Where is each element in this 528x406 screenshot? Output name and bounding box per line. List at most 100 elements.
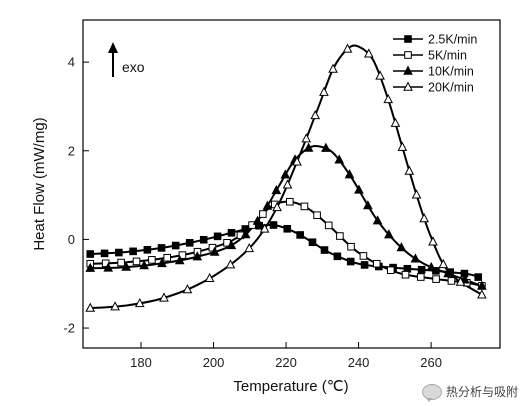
series-3-marker [455, 276, 466, 286]
legend-marker-2 [403, 65, 413, 75]
y-axis-ticks: -2 0 2 4 [63, 55, 89, 336]
series-0-marker [320, 246, 329, 254]
y-tick-label: -2 [63, 321, 75, 336]
series-1-marker [336, 232, 344, 240]
series-0-marker [308, 238, 317, 247]
x-tick-label: 240 [348, 355, 370, 370]
series-1-marker [359, 252, 368, 260]
series-3-marker [110, 301, 120, 311]
series-2-marker [303, 142, 314, 152]
series-2-marker [443, 268, 453, 278]
series-2-marker [139, 260, 149, 270]
series-2-marker [477, 280, 487, 290]
series-3-marker [134, 297, 145, 308]
series-2-marker [384, 229, 394, 239]
legend-label-3: 20K/min [428, 81, 474, 95]
series-0-marker [86, 250, 95, 258]
series-2-marker [240, 229, 251, 239]
series-2-marker [271, 184, 282, 195]
series-3-marker [375, 70, 385, 80]
series-1-marker [401, 270, 410, 279]
legend-label-0: 2.5K/min [428, 33, 477, 47]
watermark: 热分析与吸附 [421, 383, 518, 402]
series-0-marker [269, 221, 278, 229]
series-3-marker [85, 302, 96, 312]
x-tick-label: 220 [275, 355, 297, 370]
series-3-marker [383, 93, 394, 104]
series-2-marker [121, 261, 132, 271]
series-1-marker [259, 210, 267, 218]
series-1-marker [101, 259, 110, 268]
series-2-marker [334, 154, 345, 164]
series-2-marker [209, 246, 220, 256]
watermark-text: 热分析与吸附 [445, 385, 518, 399]
series-3-marker [477, 289, 487, 299]
series-3-marker [259, 223, 270, 233]
legend-marker-0 [404, 35, 412, 43]
series-1-marker [372, 259, 381, 268]
series-2-marker [174, 255, 185, 265]
x-tick-label: 180 [130, 355, 152, 370]
series-0-marker [417, 265, 426, 274]
series-2-marker [354, 184, 364, 194]
legend-marker-1 [404, 51, 412, 59]
y-tick-label: 2 [68, 143, 75, 158]
series-3-marker [282, 179, 293, 189]
series-3-marker [272, 201, 282, 212]
series-3-marker [328, 63, 338, 73]
x-tick-label: 200 [203, 355, 225, 370]
plot-frame [82, 19, 501, 349]
series-0-marker [283, 224, 292, 233]
legend-label-2: 10K/min [428, 65, 474, 79]
series-2-marker [410, 253, 421, 263]
series-1-marker [300, 202, 309, 211]
series-1-marker [347, 242, 355, 251]
series-0-marker [157, 244, 166, 252]
series-2-marker [103, 262, 114, 272]
legend-label-1: 5K/min [428, 49, 467, 63]
series-2-marker [280, 169, 291, 179]
series-0-marker [185, 239, 194, 247]
series-0-marker [296, 231, 304, 239]
series-3-marker [411, 189, 422, 199]
series-1-marker [132, 257, 141, 266]
series-1-marker [416, 273, 425, 281]
exo-arrow-head-icon [108, 42, 118, 53]
y-tick-label: 4 [68, 55, 75, 70]
y-tick-label: 0 [68, 232, 75, 247]
series-1-marker [178, 251, 187, 259]
series-3-marker [292, 156, 302, 166]
exo-label: exo [122, 59, 145, 75]
series-3-marker [363, 48, 374, 58]
series-2-marker [363, 200, 373, 210]
series-0-marker [129, 247, 137, 256]
series-3-marker [419, 213, 429, 223]
series-1-marker [324, 221, 333, 230]
series-0-marker [474, 273, 483, 281]
series-2-marker [460, 274, 470, 284]
series-0-marker [360, 261, 369, 269]
series-3-marker [301, 133, 312, 143]
series-2-marker [372, 215, 383, 225]
series-1-marker [163, 253, 171, 262]
series-2-marker [192, 251, 203, 261]
series-0-marker [143, 246, 152, 254]
exo-annotation: exo [108, 42, 145, 77]
legend: 2.5K/min 5K/min 10K/min 20K/min [393, 33, 477, 95]
series-0-marker [333, 252, 342, 261]
series-2-marker [344, 169, 355, 179]
series-3-marker [182, 284, 193, 294]
series-2-marker [396, 242, 407, 252]
series-2-marker [321, 142, 331, 152]
series-1-marker [248, 221, 256, 229]
series-2-marker [252, 215, 263, 225]
series-1-marker [313, 211, 321, 220]
series-0-marker [227, 229, 236, 237]
series-2-marker [426, 261, 437, 271]
series-3-marker [310, 110, 321, 120]
series-2-marker [157, 257, 167, 268]
x-axis-ticks: 180 200 220 240 260 [130, 342, 442, 370]
series-1-marker [386, 266, 395, 275]
series-0-marker [213, 232, 222, 241]
